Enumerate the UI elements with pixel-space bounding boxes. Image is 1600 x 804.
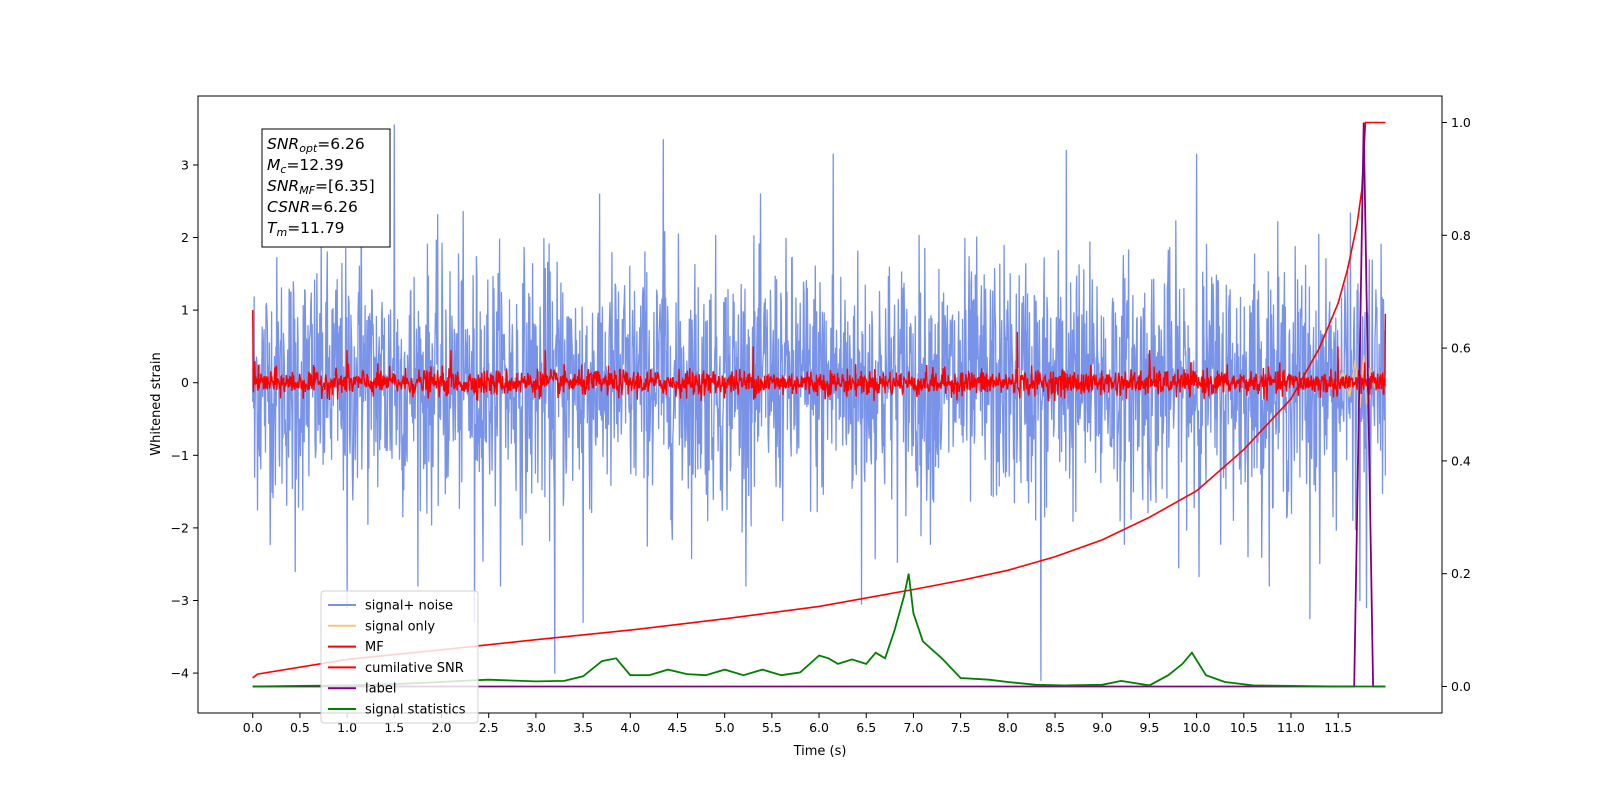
x-tick-label: 0.5 [290,720,310,735]
y2-tick-label: 0.4 [1451,453,1471,468]
x-tick-label: 2.5 [479,720,499,735]
y2-tick-label: 1.0 [1451,115,1471,130]
x-tick-label: 7.5 [951,720,971,735]
annotation-box: SNRopt=6.26Mc=12.39SNRMF=[6.35]CSNR=6.26… [261,128,391,248]
y-tick-label: 1 [181,303,189,318]
axes-layer: 0.0 0.5 1.0 1.5 2.0 2.5 3.0 3.5 4.0 4.5 5.0 5.5 6.0 6… [171,115,1471,735]
y-tick-label: −3 [171,593,189,608]
x-tick-label: 1.5 [384,720,404,735]
x-tick-label: 0.0 [243,720,263,735]
series-signal-noise [252,124,1387,681]
y2-tick-label: 0.2 [1451,566,1471,581]
x-tick-label: 11.5 [1324,720,1352,735]
x-tick-label: 3.5 [573,720,593,735]
legend-label: signal+ noise [365,599,453,614]
x-tick-label: 3.0 [526,720,546,735]
x-axis-label: Time (s) [793,744,847,759]
y-tick-label: 2 [181,230,189,245]
y2-tick-label: 0.8 [1451,228,1471,243]
x-tick-label: 5.0 [715,720,735,735]
series-mf [252,310,1387,401]
x-tick-label: 1.0 [337,720,357,735]
x-tick-label: 6.0 [809,720,829,735]
legend-label: signal statistics [365,703,466,718]
x-tick-label: 10.0 [1183,720,1211,735]
x-tick-label: 11.0 [1277,720,1305,735]
x-tick-label: 4.5 [668,720,688,735]
y-tick-label: 0 [181,375,189,390]
x-tick-label: 6.5 [856,720,876,735]
y-tick-label: 3 [181,157,189,172]
legend: signal+ noise signal only MF cumilative SNR… [320,590,479,724]
legend-label: cumilative SNR [365,661,464,676]
x-tick-label: 7.0 [903,720,923,735]
series-cumulative-snr [252,121,1386,679]
x-tick-label: 10.5 [1230,720,1258,735]
y2-tick-label: 0.6 [1451,341,1471,356]
plot-frame [197,95,1443,714]
y-axis-label: Whitened strain [149,352,164,455]
annotation-line: CSNR=6.26 [267,198,358,216]
annotation-line: SNRMF=[6.35] [267,177,375,197]
x-tick-label: 9.5 [1139,720,1159,735]
y-tick-label: −4 [171,666,189,681]
x-tick-label: 9.0 [1092,720,1112,735]
x-tick-label: 4.0 [620,720,640,735]
annotation-frame [261,128,391,248]
annotation-line: Mc=12.39 [267,156,344,176]
y2-tick-label: 0.0 [1451,679,1471,694]
annotation-line: SNRopt=6.26 [267,135,365,155]
x-tick-label: 8.5 [1045,720,1065,735]
series-layer [252,121,1387,688]
x-tick-label: 5.5 [762,720,782,735]
annotation-line: Tm=11.79 [267,219,345,239]
legend-label: MF [365,640,384,655]
y-tick-label: −2 [171,520,189,535]
legend-label: label [365,682,396,697]
legend-label: signal only [365,619,435,634]
y-tick-label: −1 [171,448,189,463]
x-tick-label: 8.0 [998,720,1018,735]
series-signal-statistics [252,573,1386,688]
legend-frame [320,590,479,724]
x-tick-label: 2.0 [432,720,452,735]
